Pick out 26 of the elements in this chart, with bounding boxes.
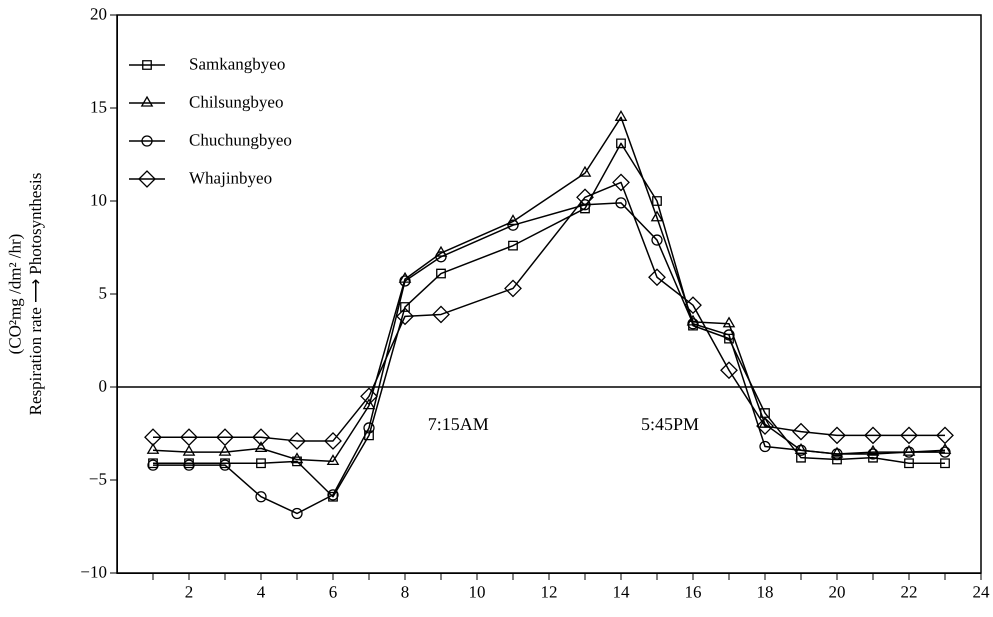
y-tick-label: −10 xyxy=(80,562,107,582)
x-tick-label: 24 xyxy=(972,582,990,602)
y-tick-label: 5 xyxy=(98,283,107,302)
y-tick-label: 10 xyxy=(90,190,107,210)
x-tick-label: 12 xyxy=(540,582,558,602)
y-tick-label: 0 xyxy=(98,376,107,396)
x-tick-label: 20 xyxy=(828,582,846,602)
y-axis-title: (CO²mg /dm² /hr) Respiration rate ⟶ Photosynthesis xyxy=(6,172,46,416)
legend-label: Samkangbyeo xyxy=(189,54,286,74)
x-tick-label: 14 xyxy=(612,582,630,602)
x-tick-label: 8 xyxy=(400,582,410,602)
annotation: 7:15AM xyxy=(428,414,489,434)
x-tick-label: 22 xyxy=(900,582,918,602)
x-tick-label: 6 xyxy=(328,582,338,602)
legend-label: Whajinbyeo xyxy=(189,168,272,188)
annotation: 5:45PM xyxy=(640,414,699,434)
legend-label: Chilsungbyeo xyxy=(189,92,284,112)
y-tick-label: 15 xyxy=(90,97,107,116)
x-tick-label: 2 xyxy=(184,582,194,602)
y-tick-label: −5 xyxy=(88,469,107,488)
x-tick-label: 10 xyxy=(468,582,486,602)
x-tick-label: 18 xyxy=(756,582,774,602)
x-tick-label: 4 xyxy=(256,582,266,602)
x-tick-label: 16 xyxy=(684,582,702,602)
y-tick-label: 20 xyxy=(90,4,107,24)
legend-label: Chuchungbyeo xyxy=(189,130,292,150)
